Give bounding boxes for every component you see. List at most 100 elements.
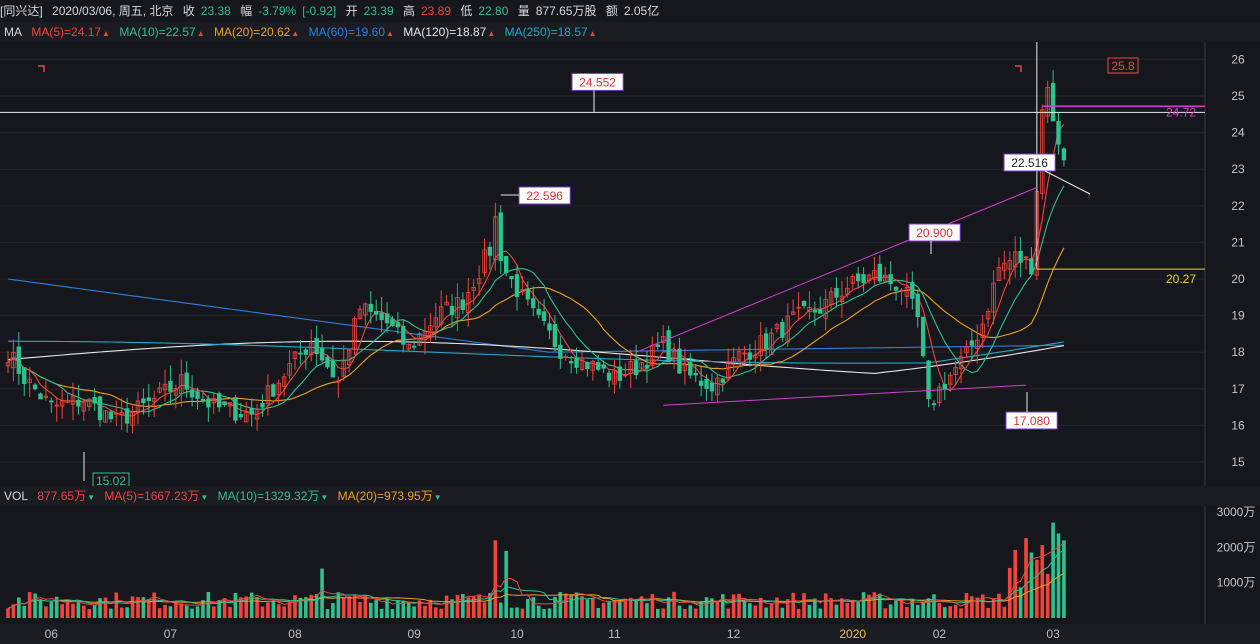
candle-body [152,397,157,402]
close-value: 23.38 [200,4,231,18]
volume-bar [509,607,514,618]
candle-body [1018,250,1023,263]
callout-high-peak: 22.596 [526,189,563,203]
candle-body [942,383,947,390]
volume-legend-bar: VOL 877.65万 MA(5)=1667.23万 MA(10)=1329.3… [0,486,1260,506]
candle-body [168,380,173,392]
candle-body [682,364,688,371]
volume-bar [834,604,839,618]
candle-body [563,356,568,358]
candle-body [276,382,281,396]
volume-bar [558,592,563,618]
candle-body [390,318,395,326]
candle-body [861,274,866,284]
volume-bar [201,600,205,618]
volume-bar [612,599,617,618]
candle-body [76,399,81,407]
volume-bar [54,596,59,618]
volume-bar [174,602,178,618]
volume-bar [850,600,855,618]
volume-bar [450,599,454,618]
volume-bar [796,608,801,618]
candle-body [845,287,850,295]
candle-body [444,301,449,306]
price-tick-label: 18 [1231,345,1245,359]
volume-bar [363,595,368,618]
candle-body [877,263,883,282]
volume-bar [325,609,330,618]
candle-body [81,401,87,412]
magenta-line-label: 24.72 [1166,105,1196,119]
candle-body [514,274,520,297]
volume-bar [574,592,579,618]
volume-bar [639,596,644,618]
volume-bar [195,606,200,618]
volume-bar [239,597,243,618]
volume-bar [130,596,135,618]
candle-body [162,383,168,391]
candle-body [70,395,76,405]
volume-bar [379,608,384,618]
candle-body [482,249,487,274]
volume-bar [103,597,108,618]
volume-bar [677,605,682,618]
candle-body [422,331,428,341]
vol-ma10-line [7,549,1065,609]
candle-body [103,410,108,423]
volume-bar [553,596,557,618]
volume-bar [964,592,969,618]
volume-bar [206,592,211,618]
price-chart[interactable]: 15 16 17 18 19 20 21 22 23 24 25 26 24.552 22.596 20.9… [0,42,1260,486]
volume-bar [87,609,92,618]
candle-body [455,297,460,319]
ma10-line [7,185,1065,413]
volume-bar [179,603,184,618]
stock-name: [同兴达] [0,4,43,18]
volume-bar [119,607,124,618]
volume-bar [276,604,281,618]
volume-bar [731,594,736,618]
x-tick-label: 08 [288,627,302,641]
candle-body [996,267,1002,282]
volume-bar [807,604,812,618]
volume-bar [975,597,980,618]
candle-body [964,346,969,353]
candle-body [22,367,27,385]
candle-body [585,361,590,370]
candle-body [222,401,227,405]
volume-bar [98,598,102,618]
volume-bar [6,608,10,618]
price-tick-label: 25 [1231,89,1245,103]
volume-bar [309,594,314,618]
volume-bar [433,607,438,618]
candle-body [493,216,498,261]
price-tick-label: 26 [1231,52,1245,66]
price-tick-label: 22 [1231,199,1245,213]
volume-bar [623,598,628,618]
volume-bar [222,598,227,618]
volume-bar [628,597,633,618]
candle-body [487,246,493,256]
candle-body [774,324,780,330]
candle-body [309,342,314,355]
volume-chart[interactable]: 1000万 2000万 3000万 [0,506,1260,624]
volume-bar [991,598,996,618]
candle-body [1050,83,1056,122]
volume-bar [498,602,503,618]
high-value: 23.89 [420,4,452,18]
candle-body [888,274,893,284]
volume-bar [71,603,75,618]
callout-horizontal-line: 24.552 [579,75,616,89]
candle-body [747,352,753,360]
candle-body [357,308,363,320]
volume-bar [915,604,920,618]
candle-body [130,411,135,426]
volume-bar [190,608,194,618]
volume-bar [618,600,622,618]
volume-bar [878,593,882,618]
price-tick-label: 24 [1231,126,1245,140]
candle-body [368,303,374,312]
volume-bar [531,597,536,618]
candle-body [975,339,980,350]
candle-body [379,312,384,321]
